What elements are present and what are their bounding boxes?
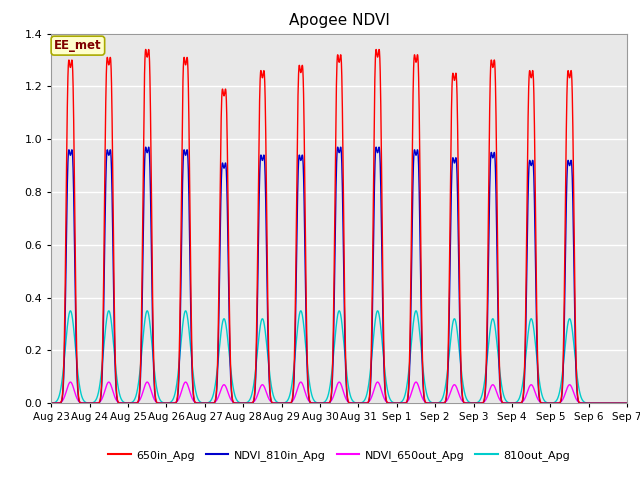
NDVI_810in_Apg — [47, 400, 55, 406]
810out_Apg — [293, 329, 301, 335]
NDVI_650out_Apg — [67, 379, 74, 385]
810out_Apg — [113, 377, 121, 383]
NDVI_810in_Apg — [268, 400, 276, 406]
Line: NDVI_810in_Apg: NDVI_810in_Apg — [51, 147, 627, 403]
650in_Apg — [142, 47, 150, 52]
NDVI_650out_Apg — [268, 400, 276, 406]
650in_Apg — [47, 400, 55, 406]
Line: NDVI_650out_Apg: NDVI_650out_Apg — [51, 382, 627, 403]
NDVI_650out_Apg — [113, 398, 121, 404]
NDVI_810in_Apg — [612, 400, 620, 406]
650in_Apg — [623, 400, 631, 406]
810out_Apg — [147, 334, 155, 340]
810out_Apg — [623, 400, 631, 406]
650in_Apg — [612, 400, 620, 406]
810out_Apg — [67, 308, 74, 314]
Text: EE_met: EE_met — [54, 39, 102, 52]
NDVI_650out_Apg — [47, 400, 55, 406]
NDVI_810in_Apg — [147, 238, 155, 243]
NDVI_810in_Apg — [550, 400, 558, 406]
810out_Apg — [268, 388, 276, 394]
810out_Apg — [612, 400, 620, 406]
NDVI_810in_Apg — [623, 400, 631, 406]
NDVI_650out_Apg — [550, 400, 558, 406]
NDVI_650out_Apg — [612, 400, 620, 406]
Title: Apogee NDVI: Apogee NDVI — [289, 13, 390, 28]
650in_Apg — [293, 144, 301, 149]
NDVI_650out_Apg — [293, 386, 301, 392]
650in_Apg — [550, 400, 558, 406]
NDVI_650out_Apg — [623, 400, 631, 406]
810out_Apg — [550, 400, 558, 406]
NDVI_810in_Apg — [293, 212, 301, 217]
650in_Apg — [268, 400, 276, 406]
Legend: 650in_Apg, NDVI_810in_Apg, NDVI_650out_Apg, 810out_Apg: 650in_Apg, NDVI_810in_Apg, NDVI_650out_A… — [104, 446, 574, 466]
Line: 650in_Apg: 650in_Apg — [51, 49, 627, 403]
NDVI_650out_Apg — [147, 388, 155, 394]
650in_Apg — [113, 393, 121, 399]
NDVI_810in_Apg — [113, 395, 121, 401]
650in_Apg — [147, 175, 155, 181]
810out_Apg — [47, 400, 55, 406]
Line: 810out_Apg: 810out_Apg — [51, 311, 627, 403]
NDVI_810in_Apg — [142, 144, 150, 150]
